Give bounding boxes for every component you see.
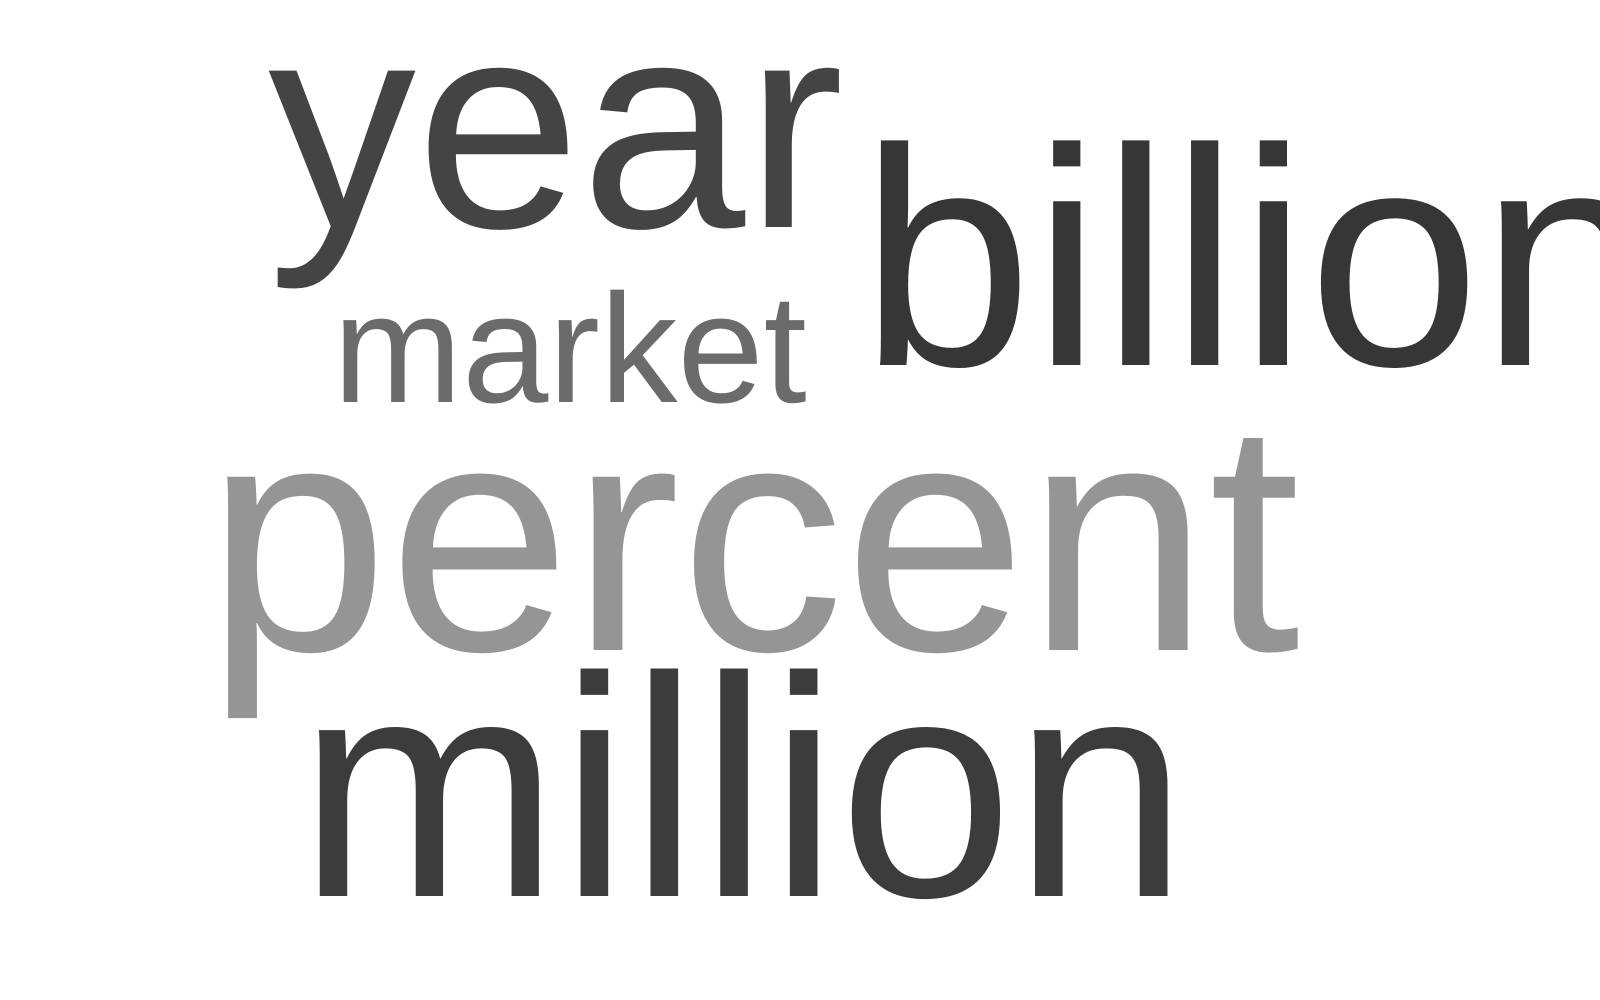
word-market: market	[333, 262, 807, 435]
word-million: million	[298, 612, 1188, 963]
word-percent: percent	[206, 353, 1301, 720]
word-year: year	[268, 0, 844, 290]
word-billion: billion	[860, 84, 1600, 431]
